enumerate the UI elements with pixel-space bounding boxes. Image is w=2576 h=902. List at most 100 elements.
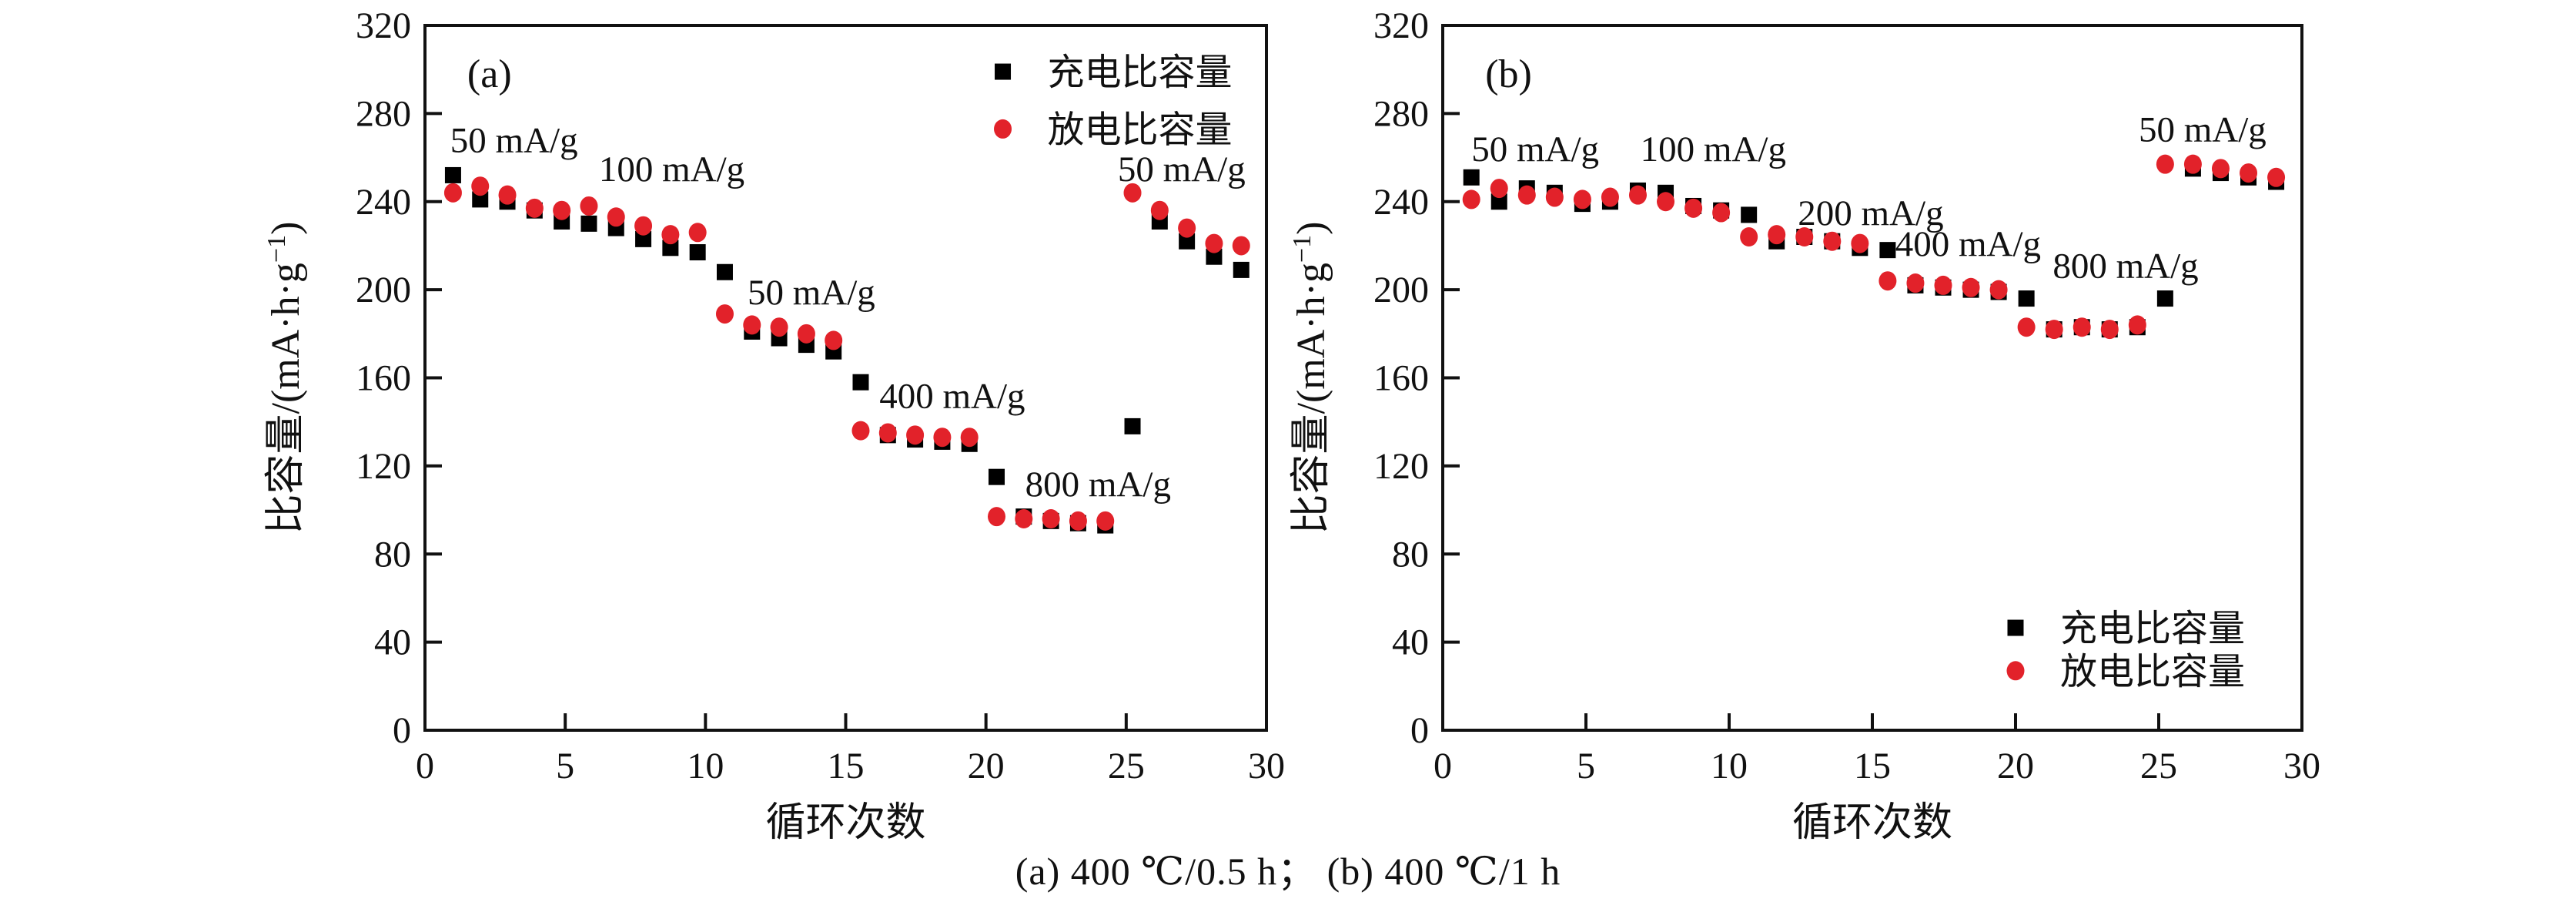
data-point-discharge — [1462, 189, 1480, 210]
y-tick-label: 200 — [356, 270, 411, 310]
data-point-discharge — [851, 421, 870, 441]
y-tick-label: 320 — [356, 5, 411, 46]
rate-annotation: 800 mA/g — [2052, 246, 2198, 287]
data-point-discharge — [2211, 159, 2230, 179]
data-point-discharge — [825, 330, 843, 350]
x-tick-label: 25 — [2140, 746, 2177, 786]
x-tick-label: 5 — [556, 746, 574, 786]
x-tick-label: 30 — [2283, 746, 2320, 786]
data-point-discharge — [634, 216, 653, 236]
data-point-discharge — [1962, 277, 1980, 297]
figure-caption: (a) 400 ℃/0.5 h； (b) 400 ℃/1 h — [1015, 850, 1561, 893]
data-point-charge — [2018, 290, 2035, 307]
chart-svg-b: 0 5 10 15 20 25 30 0 40 80 120 160 200 240 280 320 循环次数 比… — [1288, 5, 2320, 845]
data-point-charge — [1463, 169, 1480, 186]
data-point-discharge — [1657, 192, 1675, 212]
data-point-charge — [444, 166, 461, 183]
data-point-discharge — [498, 185, 517, 205]
data-point-charge — [1879, 242, 1896, 259]
x-tick-label: 0 — [1434, 746, 1452, 786]
data-point-discharge — [1205, 233, 1223, 253]
data-point-discharge — [2183, 154, 2202, 174]
legend-label-discharge: 放电比容量 — [2060, 652, 2245, 692]
y-tick-label: 40 — [374, 622, 411, 663]
panel-label: (a) — [467, 52, 512, 96]
x-tick-label: 20 — [968, 746, 1005, 786]
data-point-discharge — [1232, 236, 1250, 256]
data-point-discharge — [2128, 315, 2146, 335]
rate-annotation: 400 mA/g — [879, 376, 1025, 416]
legend-swatch-charge — [995, 63, 1012, 80]
data-point-discharge — [1490, 179, 1508, 199]
data-point-discharge — [1601, 187, 1619, 207]
y-tick-label: 40 — [1392, 622, 1429, 663]
legend-label-charge: 充电比容量 — [2060, 609, 2245, 649]
data-point-discharge — [443, 183, 462, 203]
y-tick-label: 160 — [356, 358, 411, 399]
y-tick-label: 0 — [393, 710, 411, 751]
data-point-discharge — [1795, 227, 1814, 246]
panel-label: (b) — [1485, 52, 1532, 96]
legend-swatch-charge — [2007, 619, 2024, 636]
chart-panel-b: 0 5 10 15 20 25 30 0 40 80 120 160 200 240 280 320 循环次数 比… — [1288, 0, 2576, 851]
rate-annotation: 800 mA/g — [1025, 464, 1171, 505]
x-tick-label: 15 — [828, 746, 865, 786]
data-point-discharge — [2156, 154, 2174, 174]
data-point-discharge — [1573, 189, 1591, 210]
y-tick-label: 120 — [1373, 446, 1429, 487]
legend-swatch-discharge — [2006, 661, 2025, 681]
data-point-discharge — [878, 423, 897, 443]
y-axis-title: 比容量/(mA·h·g−1) — [263, 222, 308, 535]
data-point-discharge — [1545, 187, 1564, 207]
y-tick-label: 280 — [356, 93, 411, 134]
data-point-discharge — [906, 425, 925, 445]
data-point-discharge — [1768, 225, 1786, 245]
data-point-discharge — [580, 196, 598, 216]
data-point-charge — [1233, 261, 1250, 278]
data-point-charge — [662, 240, 679, 257]
rate-annotation: 100 mA/g — [599, 149, 744, 189]
data-point-discharge — [2240, 163, 2258, 183]
data-point-discharge — [471, 176, 490, 196]
y-tick-label: 120 — [356, 446, 411, 487]
x-tick-label: 15 — [1854, 746, 1891, 786]
y-axis-title: 比容量/(mA·h·g−1) — [1288, 222, 1333, 535]
x-axis-title: 循环次数 — [1792, 801, 1952, 845]
data-point-charge — [852, 374, 869, 391]
x-tick-label: 5 — [1577, 746, 1595, 786]
x-tick-label: 10 — [687, 746, 724, 786]
data-point-charge — [472, 191, 489, 208]
rate-annotation: 50 mA/g — [450, 121, 578, 161]
x-tick-label: 0 — [416, 746, 434, 786]
data-point-discharge — [1517, 185, 1536, 205]
rate-annotation: 50 mA/g — [2139, 109, 2267, 149]
data-point-discharge — [1096, 511, 1115, 531]
data-point-discharge — [1823, 231, 1842, 251]
legend-label-discharge: 放电比容量 — [1048, 109, 1233, 150]
y-tick-label: 200 — [1373, 270, 1429, 310]
legend-swatch-discharge — [994, 119, 1012, 139]
data-point-discharge — [2017, 317, 2036, 337]
data-point-discharge — [1178, 218, 1196, 238]
data-point-discharge — [1712, 203, 1731, 223]
data-point-discharge — [1878, 271, 1897, 291]
data-point-discharge — [2100, 320, 2119, 340]
data-point-charge — [580, 215, 597, 232]
data-point-discharge — [960, 428, 979, 448]
y-tick-label: 80 — [374, 534, 411, 575]
x-tick-label: 30 — [1248, 746, 1285, 786]
data-point-charge — [1741, 206, 1758, 223]
data-point-discharge — [715, 304, 734, 324]
x-tick-label: 20 — [1997, 746, 2034, 786]
chart-svg-a: 0 5 10 15 20 25 30 0 40 80 120 160 200 240 280 320 循环次数 比… — [263, 5, 1285, 845]
y-tick-label: 0 — [1410, 710, 1429, 751]
x-tick-label: 10 — [1711, 746, 1748, 786]
data-point-charge — [635, 230, 652, 247]
x-axis-title: 循环次数 — [765, 801, 925, 845]
data-point-discharge — [607, 207, 625, 227]
data-point-discharge — [988, 507, 1006, 527]
data-point-discharge — [743, 315, 761, 335]
data-point-discharge — [933, 428, 952, 448]
legend-label-charge: 充电比容量 — [1048, 52, 1233, 93]
rate-annotation: 100 mA/g — [1641, 129, 1786, 169]
